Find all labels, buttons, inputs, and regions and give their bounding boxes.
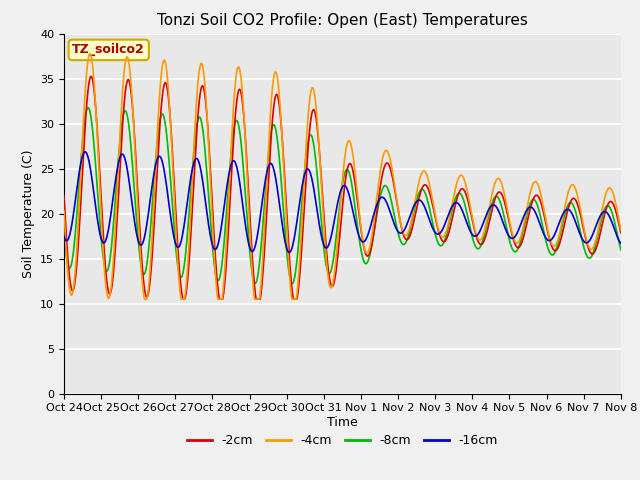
Legend: -2cm, -4cm, -8cm, -16cm: -2cm, -4cm, -8cm, -16cm [182, 429, 503, 452]
Text: TZ_soilco2: TZ_soilco2 [72, 43, 145, 56]
X-axis label: Time: Time [327, 416, 358, 429]
Y-axis label: Soil Temperature (C): Soil Temperature (C) [22, 149, 35, 278]
Title: Tonzi Soil CO2 Profile: Open (East) Temperatures: Tonzi Soil CO2 Profile: Open (East) Temp… [157, 13, 528, 28]
